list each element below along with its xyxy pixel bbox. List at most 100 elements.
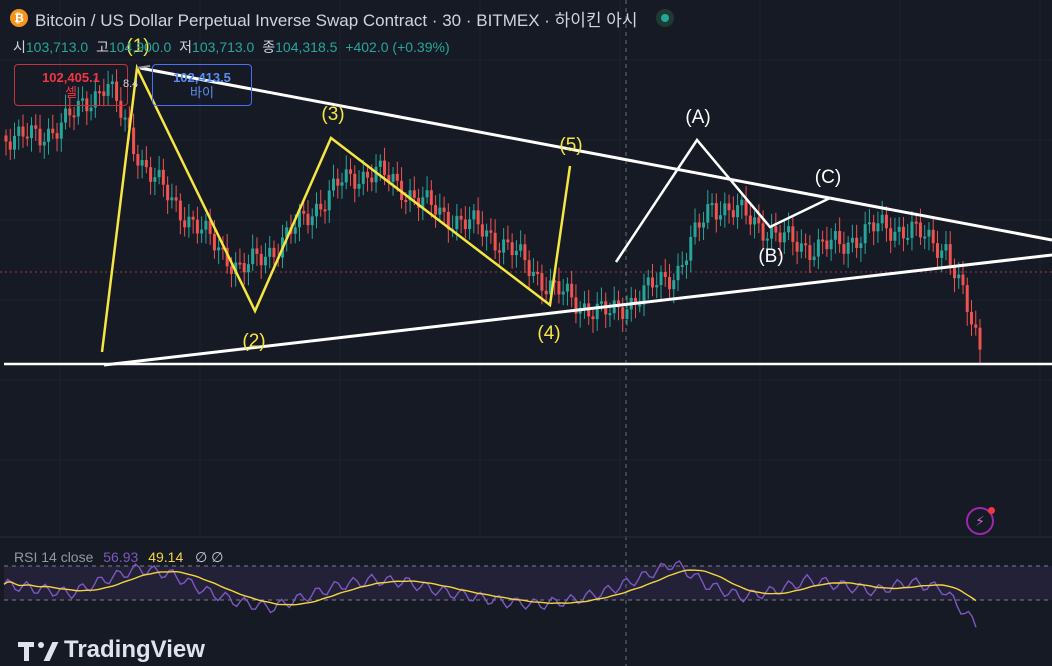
candle-body <box>774 226 778 233</box>
candle-body <box>59 122 63 139</box>
low-value: 103,713.0 <box>192 39 255 55</box>
candle-body <box>144 160 148 168</box>
candle-body <box>446 211 450 230</box>
candle-body <box>761 223 765 241</box>
candle-body <box>98 91 102 94</box>
candle-body <box>519 244 523 251</box>
candle-body <box>931 229 935 244</box>
candle-body <box>812 256 816 261</box>
candle-body <box>961 274 965 286</box>
candle-body <box>480 224 484 237</box>
candle-body <box>948 244 952 265</box>
sell-button[interactable]: 102,405.1 셀 <box>14 64 128 106</box>
candle-body <box>787 226 791 233</box>
buy-button[interactable]: 102,413.5 바이 <box>152 64 252 106</box>
candle-body <box>310 216 314 226</box>
candle-body <box>880 214 884 224</box>
wave-label-b: (B) <box>758 246 783 267</box>
candle-body <box>523 244 527 261</box>
open-label: 시 <box>13 39 26 55</box>
candle-body <box>370 177 374 183</box>
candle-body <box>408 190 412 201</box>
candle-body <box>855 237 859 248</box>
candle-body <box>710 203 714 206</box>
candle-body <box>561 291 565 295</box>
candle-body <box>757 217 761 224</box>
close-label: 종 <box>262 39 276 55</box>
candle-body <box>340 182 344 186</box>
candle-body <box>93 91 97 108</box>
candle-body <box>489 230 493 233</box>
candle-body <box>170 197 174 201</box>
candle-body <box>391 173 395 182</box>
candle-body <box>89 107 93 112</box>
candle-body <box>829 239 833 250</box>
candle-body <box>506 239 510 243</box>
candle-body <box>591 316 595 320</box>
candle-body <box>110 81 114 84</box>
candle-body <box>944 244 948 251</box>
candle-body <box>744 199 748 216</box>
candle-body <box>727 203 731 211</box>
candle-body <box>174 197 178 201</box>
candle-body <box>935 243 939 258</box>
candle-body <box>536 272 540 275</box>
flash-alert-icon[interactable]: ⚡ <box>966 507 995 535</box>
candle-body <box>719 215 723 220</box>
candle-body <box>255 248 259 254</box>
candle-body <box>557 281 561 295</box>
candle-body <box>476 210 480 225</box>
tradingview-logo: TradingView <box>18 636 205 664</box>
drawing-anchor <box>136 65 151 69</box>
high-value: 104,900.0 <box>108 39 172 55</box>
candle-body <box>553 280 557 283</box>
candle-body <box>655 285 659 288</box>
candle-body <box>8 141 12 150</box>
candle-body <box>306 213 310 226</box>
candle-body <box>4 135 8 142</box>
candle-body <box>685 260 689 265</box>
tradingview-logo-icon <box>18 639 59 661</box>
candle-body <box>285 227 289 238</box>
candle-body <box>608 313 612 316</box>
candle-body <box>21 126 25 137</box>
candle-body <box>64 108 68 123</box>
candle-body <box>132 127 136 155</box>
candle-body <box>51 128 55 134</box>
candle-body <box>816 239 820 257</box>
candle-body <box>969 311 973 325</box>
candle-body <box>570 283 574 298</box>
candle-body <box>327 190 331 211</box>
candle-body <box>485 230 489 237</box>
candle-body <box>867 222 871 225</box>
candle-body <box>221 247 225 250</box>
candle-body <box>702 222 706 228</box>
candle-body <box>740 199 744 206</box>
candle-body <box>723 203 727 216</box>
candle-body <box>417 197 421 208</box>
candle-body <box>714 203 718 220</box>
candle-body <box>884 214 888 229</box>
candle-body <box>893 231 897 241</box>
candle-body <box>850 237 854 243</box>
market-open-icon <box>655 9 674 27</box>
candle-body <box>765 238 769 241</box>
candle-body <box>336 178 340 186</box>
candle-body <box>81 98 85 101</box>
rsi-legend[interactable]: RSI 14 close 56.93 49.14 ∅ ∅ <box>14 549 223 566</box>
candle-body <box>753 217 757 225</box>
symbol-header[interactable]: ₿ Bitcoin / US Dollar Perpetual Inverse … <box>10 7 674 30</box>
candle-body <box>646 277 650 286</box>
candle-body <box>914 221 918 224</box>
rsi-label: RSI 14 close <box>14 549 94 565</box>
buy-label: 바이 <box>190 85 214 100</box>
candle-body <box>548 280 552 295</box>
candle-body <box>689 236 693 261</box>
candle-body <box>119 100 123 118</box>
candle-body <box>876 223 880 232</box>
candle-body <box>540 273 544 291</box>
buy-price: 102,413.5 <box>173 70 231 85</box>
candle-body <box>897 226 901 232</box>
candle-body <box>102 91 106 96</box>
